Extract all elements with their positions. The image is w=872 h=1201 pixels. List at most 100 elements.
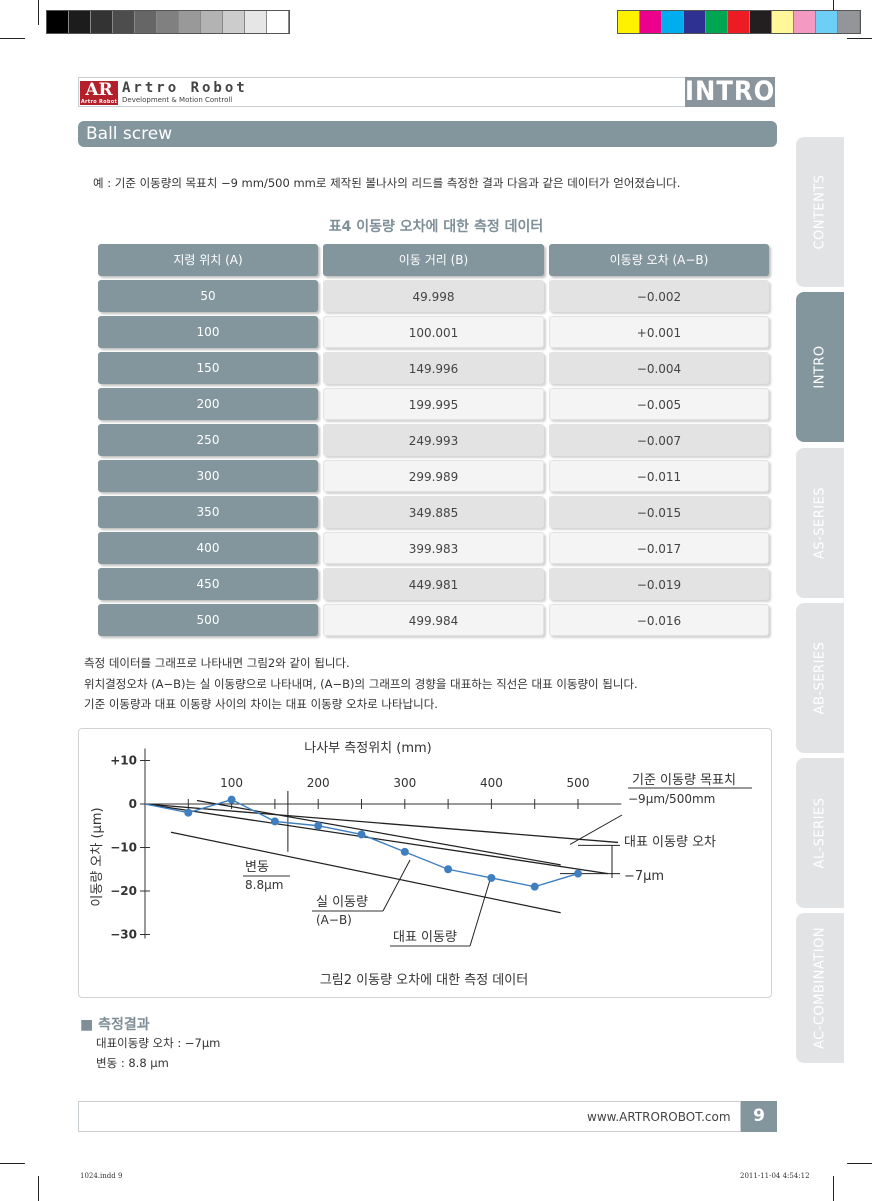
cmyk-color-bar [617, 10, 861, 34]
cmyk-swatch [618, 11, 640, 33]
results-heading: ■ 측정결과 [80, 1014, 150, 1034]
table-header-distance: 이동 거리 (B) [323, 244, 544, 276]
leader-line [569, 814, 623, 845]
data-point [270, 817, 279, 826]
cmyk-swatch [816, 11, 838, 33]
grayscale-color-bar [46, 10, 290, 34]
tab-ac-combination[interactable]: AC-COMBINATION [796, 913, 844, 1063]
cell-position: 150 [98, 352, 318, 384]
cell-position: 100 [98, 316, 318, 348]
cell-error: −0.007 [549, 424, 769, 456]
tab-label: INTRO [812, 345, 828, 389]
variation-lower-line [170, 831, 561, 914]
cell-error: −0.011 [549, 460, 769, 492]
results-heading-text: 측정결과 [98, 1017, 150, 1033]
cell-distance: 100.001 [323, 316, 544, 348]
data-point [444, 865, 453, 874]
variation-value: 8.8μm [245, 878, 283, 892]
cmyk-swatch [640, 11, 662, 33]
x-tick-label: 500 [567, 776, 590, 790]
tab-label: CONTENTS [812, 174, 828, 250]
actual-sub: (A−B) [316, 913, 352, 927]
table-caption: 표4 이동량 오차에 대한 측정 데이터 [328, 219, 544, 235]
grayscale-swatch [113, 11, 135, 33]
cell-position: 400 [98, 532, 318, 564]
grayscale-swatch [135, 11, 157, 33]
data-point [227, 795, 236, 804]
grayscale-swatch [157, 11, 179, 33]
tab-intro[interactable]: INTRO [796, 292, 844, 442]
leader-line [469, 879, 491, 947]
x-tick-label: 200 [307, 776, 330, 790]
crop-mark [0, 38, 25, 39]
chart-caption: 그림2 이동량 오차에 대한 측정 데이터 [320, 973, 528, 988]
target-label: 기준 이동량 목표치 [632, 773, 736, 788]
logo-icon: AR Artro Robot [80, 81, 118, 105]
crop-mark [38, 0, 39, 25]
tab-as-series[interactable]: AS-SERIES [796, 448, 844, 598]
cell-distance: 49.998 [323, 280, 544, 312]
leader-line [382, 859, 411, 912]
cmyk-swatch [794, 11, 816, 33]
tab-label: AC-COMBINATION [812, 926, 828, 1050]
y-tick-label: −20 [110, 884, 137, 898]
variation-upper-line [196, 799, 561, 866]
page-title: Ball screw [78, 121, 777, 147]
tab-label: AB-SERIES [812, 641, 828, 715]
actual-label: 실 이동량 [316, 895, 368, 910]
crop-mark [38, 1176, 39, 1201]
cell-position: 250 [98, 424, 318, 456]
tab-contents[interactable]: CONTENTS [796, 137, 844, 287]
result-line: 대표이동량 오차 : −7μm [96, 1036, 221, 1050]
logo-mark-sub: Artro Robot [80, 99, 118, 105]
tab-label: AS-SERIES [812, 486, 828, 560]
grayscale-swatch [201, 11, 223, 33]
print-file-info: 1024.indd 9 [80, 1172, 123, 1180]
cell-error: +0.001 [549, 316, 769, 348]
chart-title: 나사부 측정위치 (mm) [304, 741, 431, 756]
rep-error-label: 대표 이동량 오차 [624, 835, 716, 850]
cell-error: −0.002 [549, 280, 769, 312]
cell-error: −0.016 [549, 604, 769, 636]
brand-tagline: Development & Motion Controll [122, 96, 233, 104]
footer-url[interactable]: www.ARTROROBOT.com [587, 1110, 731, 1124]
crop-mark [847, 38, 872, 39]
target-value: −9μm/500mm [628, 792, 715, 806]
cell-position: 300 [98, 460, 318, 492]
data-point [357, 830, 366, 839]
y-tick-label: 0 [129, 797, 137, 811]
cell-distance: 249.993 [323, 424, 544, 456]
print-timestamp: 2011-11-04 4:54:12 [740, 1172, 810, 1180]
x-tick-label: 100 [220, 776, 243, 790]
tab-al-series[interactable]: AL-SERIES [796, 758, 844, 908]
data-point [314, 821, 323, 830]
tab-ab-series[interactable]: AB-SERIES [796, 603, 844, 753]
chart-ylabel: 이동량 오차 (μm) [90, 807, 105, 906]
grayscale-swatch [245, 11, 267, 33]
rep-label: 대표 이동량 [393, 930, 457, 945]
data-point [574, 869, 582, 878]
cell-distance: 199.995 [323, 388, 544, 420]
section-badge: INTRO [685, 76, 776, 107]
crop-mark [833, 1176, 834, 1201]
data-point [184, 808, 193, 817]
representative-line [144, 803, 609, 875]
y-tick-label: −30 [110, 928, 137, 942]
paragraph-3: 기준 이동량과 대표 이동량 사이의 차이는 대표 이동량 오차로 나타납니다. [84, 697, 438, 711]
y-tick-label: +10 [110, 754, 137, 768]
footer-frame [78, 1101, 741, 1132]
grayscale-swatch [91, 11, 113, 33]
cmyk-swatch [750, 11, 772, 33]
cell-distance: 399.983 [323, 532, 544, 564]
result-line: 변동 : 8.8 μm [96, 1056, 169, 1070]
cmyk-swatch [684, 11, 706, 33]
target-line [144, 803, 619, 844]
figure-frame [78, 728, 772, 998]
grayscale-swatch [179, 11, 201, 33]
example-text: 예 : 기준 이동량의 목표치 −9 mm/500 mm로 제작된 볼나사의 리… [93, 176, 681, 190]
square-bullet-icon: ■ [80, 1017, 99, 1033]
data-point [530, 882, 539, 891]
cell-error: −0.017 [549, 532, 769, 564]
brand-name: Artro Robot [122, 80, 248, 96]
